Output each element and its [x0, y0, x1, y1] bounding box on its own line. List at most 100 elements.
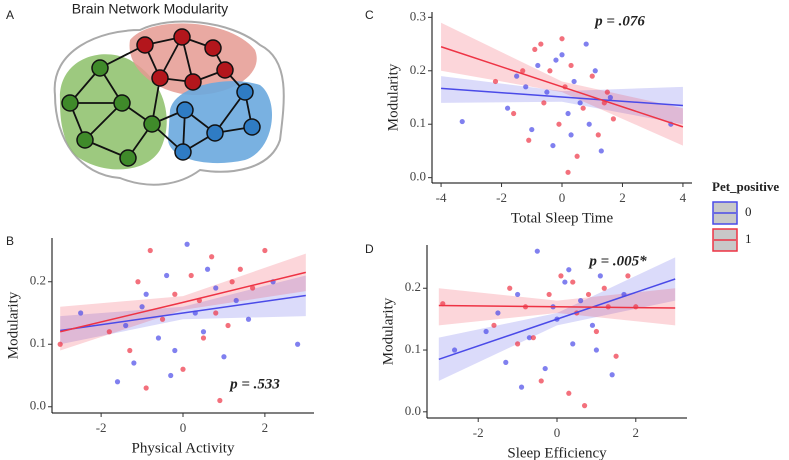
point [209, 254, 215, 260]
point [530, 335, 536, 341]
point [200, 335, 207, 341]
point [538, 41, 544, 47]
point [491, 322, 497, 328]
point [559, 52, 565, 58]
point [589, 322, 596, 328]
point [523, 84, 529, 90]
point [184, 241, 190, 247]
fit-line [438, 278, 676, 361]
point [542, 365, 548, 372]
point [200, 329, 207, 335]
point [546, 291, 552, 298]
point [550, 142, 556, 149]
point [131, 360, 137, 366]
point [135, 279, 141, 285]
point [529, 126, 535, 133]
x-tick-label: 2 [262, 420, 269, 435]
point [511, 110, 517, 117]
point [57, 341, 63, 347]
point [143, 291, 149, 297]
point [520, 68, 526, 74]
point [518, 384, 525, 390]
point [526, 335, 533, 341]
point [262, 247, 268, 254]
point [589, 73, 595, 79]
point [123, 322, 129, 329]
point [532, 46, 538, 53]
x-tick-label: -2 [96, 420, 107, 435]
point [625, 273, 631, 279]
point [159, 316, 166, 322]
y-axis-label: Modularity [380, 297, 396, 365]
point [592, 68, 598, 74]
y-axis-label: Modularity [5, 291, 21, 359]
point [515, 341, 521, 347]
x-tick-label: -4 [436, 190, 447, 205]
point [580, 105, 586, 111]
point [221, 354, 227, 360]
point [233, 297, 239, 304]
point [583, 41, 589, 47]
point [565, 169, 571, 175]
point [570, 279, 576, 285]
legend-title: Pet_positive [712, 179, 779, 194]
point [534, 248, 540, 254]
confidence-band [441, 76, 683, 125]
x-axis-label: Sleep Efficiency [507, 445, 607, 460]
point [526, 137, 532, 143]
point [607, 94, 613, 101]
annotation: p = .076 [593, 13, 645, 29]
legend-label: 1 [745, 231, 752, 246]
x-axis-label: Total Sleep Time [511, 210, 614, 226]
point [213, 285, 219, 291]
point [562, 279, 568, 285]
point [541, 100, 547, 106]
y-tick-label: 0.1 [410, 115, 426, 130]
point [556, 121, 562, 127]
point [581, 403, 588, 409]
x-tick-label: 4 [680, 190, 687, 205]
x-tick-label: 2 [633, 425, 640, 440]
point [514, 73, 520, 79]
point [535, 62, 541, 69]
point [503, 359, 509, 365]
point [147, 247, 153, 254]
point [127, 347, 133, 354]
point [459, 118, 465, 125]
nodes [61, 28, 261, 167]
point [229, 279, 235, 285]
point [559, 36, 565, 42]
fit-line [440, 46, 684, 128]
point [483, 328, 489, 335]
point [544, 89, 550, 95]
point [504, 105, 511, 111]
point [547, 68, 553, 74]
point [566, 267, 572, 273]
panel-label: D [365, 242, 374, 256]
point [565, 110, 571, 117]
point [451, 347, 458, 353]
point [237, 266, 243, 272]
point [168, 372, 174, 379]
diagram-title: Brain Network Modularity [72, 1, 228, 17]
x-tick-label: 0 [559, 190, 566, 205]
point [225, 322, 231, 329]
point [585, 291, 592, 298]
fit-line [441, 87, 683, 107]
x-axis-label: Physical Activity [132, 440, 235, 456]
fit-line [60, 294, 306, 332]
brain-diagram: A Brain Network Modularity [6, 1, 285, 186]
point [188, 272, 194, 279]
point [217, 397, 223, 404]
y-tick-label: 0.3 [410, 8, 426, 23]
y-tick-label: 0.0 [405, 403, 421, 418]
point [597, 273, 603, 279]
point [139, 304, 145, 310]
point [586, 121, 592, 127]
fit-line [438, 304, 676, 309]
point [609, 372, 615, 378]
x-tick-label: 2 [619, 190, 626, 205]
point [574, 153, 580, 159]
point [568, 62, 574, 69]
y-axis-label: Modularity [385, 63, 401, 131]
